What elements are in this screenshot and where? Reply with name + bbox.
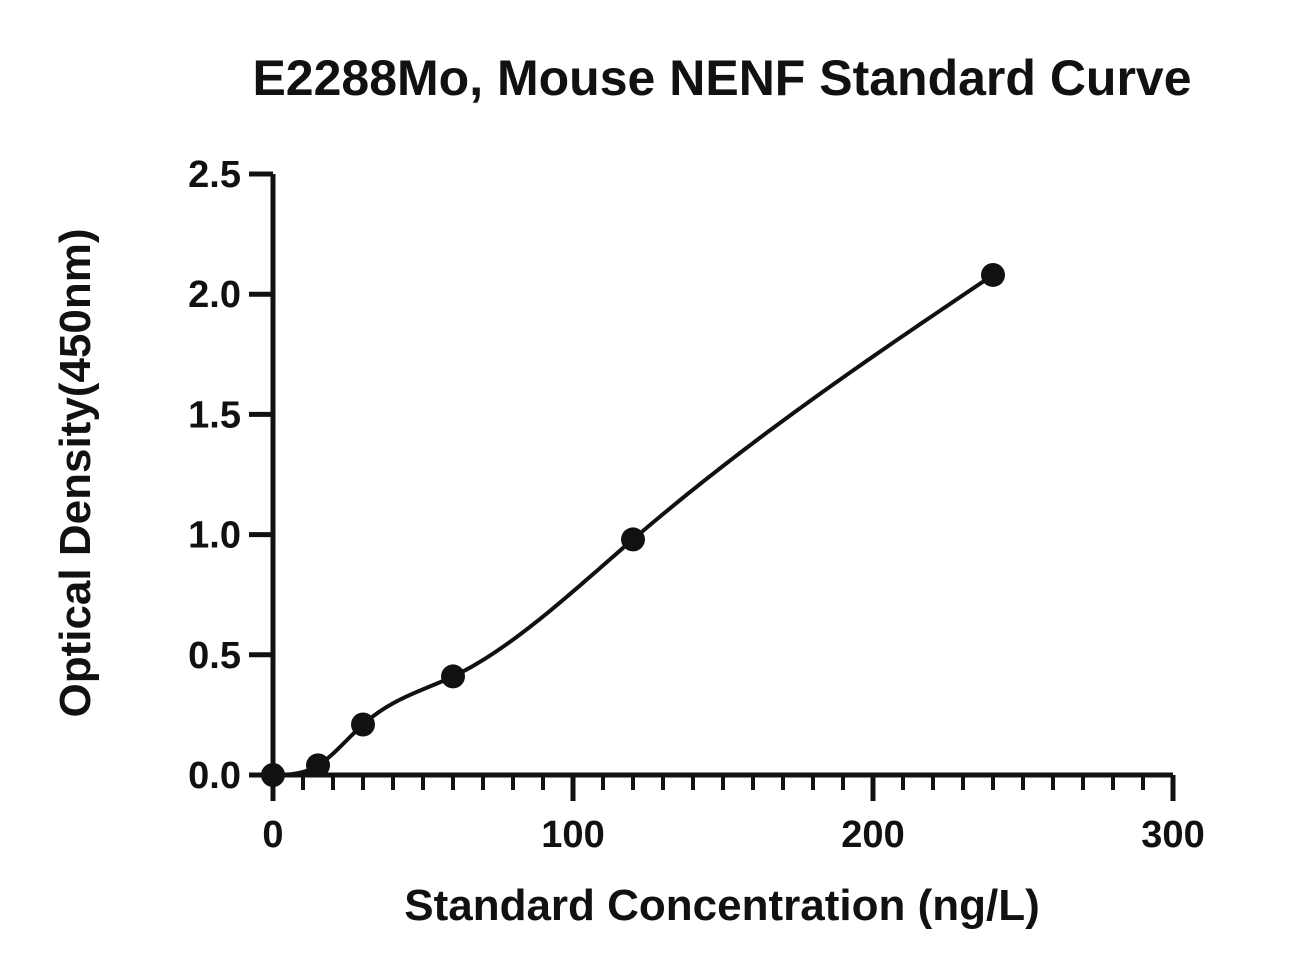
fit-curve-line — [272, 273, 995, 777]
x-axis: 0 100 200 300 — [262, 772, 1205, 856]
x-tick-label: 200 — [841, 814, 904, 856]
x-axis-label: Standard Concentration (ng/L) — [404, 881, 1040, 930]
y-tick-label: 1.0 — [188, 515, 241, 557]
chart-title: E2288Mo, Mouse NENF Standard Curve — [252, 50, 1191, 106]
x-tick-label: 300 — [1141, 814, 1204, 856]
data-points — [261, 262, 1005, 787]
data-point — [261, 763, 285, 787]
data-point — [306, 753, 330, 778]
y-tick-label: 0.5 — [188, 635, 241, 677]
y-tick-label: 2.5 — [188, 154, 241, 196]
y-axis-label: Optical Density(450nm) — [51, 228, 100, 717]
y-axis: 0.0 0.5 1.0 1.5 2.0 2.5 — [188, 154, 276, 797]
data-point — [351, 712, 375, 737]
data-point — [441, 664, 465, 689]
x-tick-label: 0 — [262, 814, 283, 856]
y-tick-label: 1.5 — [188, 394, 241, 436]
data-point — [621, 527, 645, 552]
data-point — [981, 262, 1005, 287]
y-tick-label: 2.0 — [188, 274, 241, 316]
x-tick-label: 100 — [541, 814, 604, 856]
y-tick-label: 0.0 — [188, 755, 241, 797]
